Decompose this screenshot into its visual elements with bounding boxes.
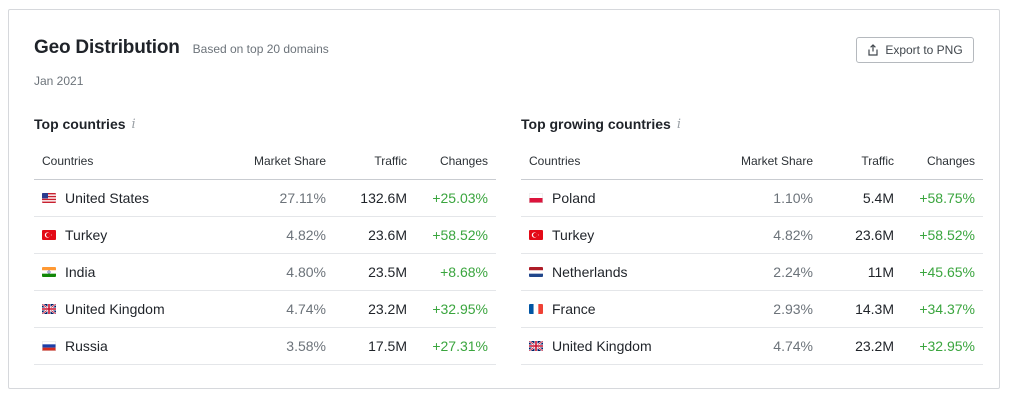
traffic-cell: 14.3M [821, 290, 902, 328]
country-cell: United Kingdom [521, 327, 711, 365]
geo-distribution-card: Geo Distribution Based on top 20 domains… [8, 9, 1000, 389]
table-row[interactable]: Turkey 4.82% 23.6M +58.52% [34, 216, 496, 254]
column-header-countries[interactable]: Countries [34, 143, 224, 180]
country-name[interactable]: India [65, 263, 96, 280]
top-growing-title-row: Top growing countries i [521, 115, 983, 133]
market-share-cell: 1.10% [711, 179, 821, 217]
country-name[interactable]: United States [65, 189, 150, 206]
change-cell: +8.68% [415, 253, 496, 291]
table-row[interactable]: United States 27.11% 132.6M +25.03% [34, 179, 496, 217]
flag-gb-icon [529, 340, 543, 351]
change-cell: +27.31% [415, 327, 496, 365]
country-cell: Netherlands [521, 253, 711, 291]
column-header-market-share[interactable]: Market Share [224, 143, 334, 180]
table-row[interactable]: France 2.93% 14.3M +34.37% [521, 290, 983, 328]
table-row[interactable]: India 4.80% 23.5M +8.68% [34, 253, 496, 291]
market-share-cell: 27.11% [224, 179, 334, 217]
traffic-cell: 11M [821, 253, 902, 291]
change-cell: +58.52% [902, 216, 983, 254]
table-row[interactable]: Russia 3.58% 17.5M +27.31% [34, 327, 496, 365]
country-cell: Turkey [521, 216, 711, 254]
market-share-cell: 2.93% [711, 290, 821, 328]
traffic-cell: 5.4M [821, 179, 902, 217]
country-name[interactable]: United Kingdom [65, 300, 165, 317]
country-cell: United Kingdom [34, 290, 224, 328]
market-share-cell: 4.80% [224, 253, 334, 291]
country-name[interactable]: Netherlands [552, 263, 628, 280]
top-countries-table: Countries Market Share Traffic Changes U… [34, 143, 496, 365]
date-label: Jan 2021 [34, 74, 84, 88]
market-share-cell: 4.82% [711, 216, 821, 254]
top-countries-title-row: Top countries i [34, 115, 496, 133]
change-cell: +58.52% [415, 216, 496, 254]
country-cell: United States [34, 179, 224, 217]
country-cell: Turkey [34, 216, 224, 254]
flag-gb-icon [42, 303, 56, 314]
info-icon[interactable]: i [676, 116, 682, 132]
info-icon[interactable]: i [131, 116, 136, 132]
change-cell: +25.03% [415, 179, 496, 217]
country-cell: Russia [34, 327, 224, 365]
traffic-cell: 17.5M [334, 327, 415, 365]
table-row[interactable]: Turkey 4.82% 23.6M +58.52% [521, 216, 983, 254]
share-upload-icon [867, 44, 879, 56]
column-header-traffic[interactable]: Traffic [821, 143, 902, 180]
table-header-row: Countries Market Share Traffic Changes [521, 143, 983, 180]
traffic-cell: 23.2M [334, 290, 415, 328]
export-button-label: Export to PNG [885, 43, 963, 57]
traffic-cell: 23.6M [821, 216, 902, 254]
table-row[interactable]: Poland 1.10% 5.4M +58.75% [521, 179, 983, 217]
column-header-changes[interactable]: Changes [415, 143, 496, 180]
flag-tr-icon [42, 229, 56, 240]
change-cell: +45.65% [902, 253, 983, 291]
traffic-cell: 23.5M [334, 253, 415, 291]
top-countries-panel: Top countries i Countries Market Share T… [34, 115, 496, 365]
table-header-row: Countries Market Share Traffic Changes [34, 143, 496, 180]
market-share-cell: 4.74% [224, 290, 334, 328]
table-row[interactable]: United Kingdom 4.74% 23.2M +32.95% [34, 290, 496, 328]
column-header-market-share[interactable]: Market Share [711, 143, 821, 180]
country-name[interactable]: Russia [65, 337, 108, 354]
country-cell: France [521, 290, 711, 328]
flag-pl-icon [529, 192, 543, 203]
country-cell: India [34, 253, 224, 291]
table-row[interactable]: Netherlands 2.24% 11M +45.65% [521, 253, 983, 291]
widget-subtitle: Based on top 20 domains [192, 42, 329, 56]
country-name[interactable]: Turkey [65, 226, 108, 243]
column-header-countries[interactable]: Countries [521, 143, 711, 180]
top-growing-title: Top growing countries [521, 116, 671, 132]
market-share-cell: 4.74% [711, 327, 821, 365]
flag-nl-icon [529, 266, 543, 277]
column-header-traffic[interactable]: Traffic [334, 143, 415, 180]
market-share-cell: 2.24% [711, 253, 821, 291]
market-share-cell: 4.82% [224, 216, 334, 254]
traffic-cell: 23.6M [334, 216, 415, 254]
country-name[interactable]: France [552, 300, 596, 317]
traffic-cell: 23.2M [821, 327, 902, 365]
country-name[interactable]: Turkey [552, 226, 595, 243]
market-share-cell: 3.58% [224, 327, 334, 365]
title-row: Geo Distribution Based on top 20 domains [34, 37, 329, 59]
change-cell: +32.95% [902, 327, 983, 365]
change-cell: +58.75% [902, 179, 983, 217]
flag-ru-icon [42, 340, 56, 351]
flag-in-icon [42, 266, 56, 277]
country-cell: Poland [521, 179, 711, 217]
column-header-changes[interactable]: Changes [902, 143, 983, 180]
change-cell: +32.95% [415, 290, 496, 328]
top-growing-countries-panel: Top growing countries i Countries Market… [521, 115, 983, 365]
export-to-png-button[interactable]: Export to PNG [856, 37, 974, 63]
top-growing-countries-table: Countries Market Share Traffic Changes P… [521, 143, 983, 365]
flag-us-icon [42, 192, 56, 203]
top-countries-title: Top countries [34, 116, 126, 132]
flag-tr-icon [529, 229, 543, 240]
table-row[interactable]: United Kingdom 4.74% 23.2M +32.95% [521, 327, 983, 365]
country-name[interactable]: United Kingdom [552, 337, 652, 354]
flag-fr-icon [529, 303, 543, 314]
traffic-cell: 132.6M [334, 179, 415, 217]
country-name[interactable]: Poland [552, 189, 596, 206]
change-cell: +34.37% [902, 290, 983, 328]
widget-title: Geo Distribution [34, 37, 180, 58]
